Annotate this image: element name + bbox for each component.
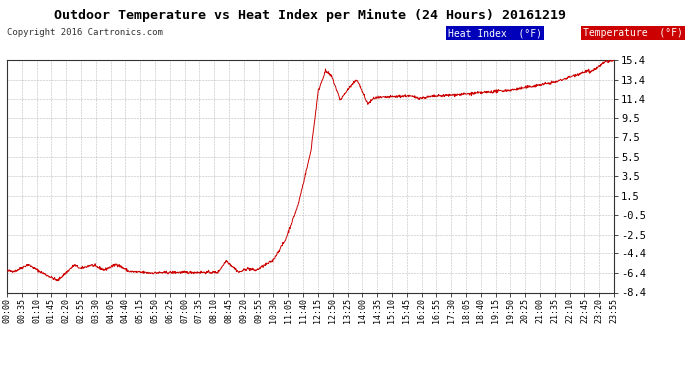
Text: Outdoor Temperature vs Heat Index per Minute (24 Hours) 20161219: Outdoor Temperature vs Heat Index per Mi… bbox=[55, 9, 566, 22]
Text: Temperature  (°F): Temperature (°F) bbox=[583, 28, 683, 38]
Text: Copyright 2016 Cartronics.com: Copyright 2016 Cartronics.com bbox=[7, 28, 163, 37]
Text: Heat Index  (°F): Heat Index (°F) bbox=[448, 28, 542, 38]
